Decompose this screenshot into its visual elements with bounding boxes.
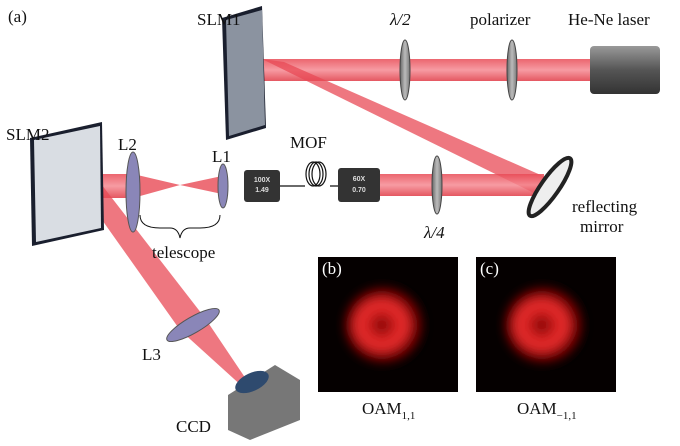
- label: polarizer: [470, 10, 531, 29]
- beam-profile: [344, 285, 428, 365]
- panel-label: (a): [8, 7, 27, 26]
- label: reflecting: [572, 197, 638, 216]
- label: mirror: [580, 217, 624, 236]
- caption: OAM: [517, 399, 557, 418]
- subscript: −1,1: [557, 410, 577, 422]
- label: L1: [212, 147, 231, 166]
- label: CCD: [176, 417, 211, 436]
- inset-label: (b): [322, 259, 342, 278]
- label: L3: [142, 345, 161, 364]
- quarter-wave-plate: [432, 156, 442, 214]
- objective-100x: [244, 170, 280, 202]
- label: L2: [118, 135, 137, 154]
- label: MOF: [290, 133, 327, 152]
- label: He-Ne laser: [568, 10, 650, 29]
- label: telescope: [152, 243, 215, 262]
- beam-profile: [504, 285, 588, 365]
- obj2-na: 0.70: [352, 187, 366, 194]
- inset-label: (c): [480, 259, 499, 278]
- obj1-na: 1.49: [255, 187, 269, 194]
- beam: [372, 174, 544, 196]
- half-wave-plate: [400, 40, 410, 100]
- inset-caption: OAM−1,1: [517, 399, 577, 422]
- subscript: 1,1: [402, 410, 416, 422]
- label: λ/4: [423, 223, 445, 242]
- lens-l2: [126, 152, 140, 232]
- diagram: 100X 1.49 60X 0.70 (a) SLM1 λ/2 polarize…: [0, 0, 680, 446]
- laser: [590, 46, 660, 94]
- fiber: [280, 162, 338, 186]
- inset-caption: OAM1,1: [362, 399, 415, 422]
- label: λ/2: [389, 10, 411, 29]
- lens-l1: [218, 164, 228, 208]
- beam: [180, 176, 222, 194]
- objective-60x: [338, 168, 380, 202]
- telescope-brace: [140, 215, 220, 238]
- obj1-mag: 100X: [254, 177, 271, 184]
- polarizer-element: [507, 40, 517, 100]
- obj2-mag: 60X: [353, 176, 366, 183]
- label: SLM2: [6, 125, 49, 144]
- caption: OAM: [362, 399, 402, 418]
- label: SLM1: [197, 10, 240, 29]
